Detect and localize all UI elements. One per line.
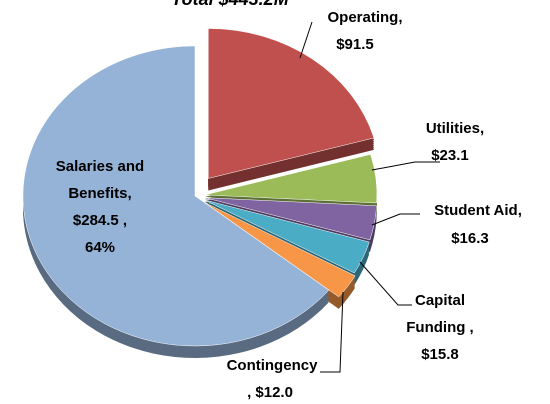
slice xyxy=(22,45,330,347)
slice xyxy=(204,154,378,204)
value-label: , $12.0 xyxy=(247,384,293,401)
slice xyxy=(204,199,370,274)
slice xyxy=(208,28,375,179)
chart-title: Total $443.2M xyxy=(171,0,288,10)
leader-line xyxy=(371,161,440,171)
slice-label: Utilities, xyxy=(425,120,485,137)
slice-label: Student Aid, xyxy=(434,202,522,219)
slice-label: Capital Funding , xyxy=(406,292,474,336)
slices xyxy=(22,28,378,359)
leader-line xyxy=(359,261,412,306)
value-label: $16.3 xyxy=(451,230,489,247)
value-label: $91.5 xyxy=(336,36,374,53)
leader-line xyxy=(320,291,344,373)
value-label: $15.8 xyxy=(421,346,459,363)
slice-label: Contingency xyxy=(226,357,318,374)
leader-line xyxy=(299,21,313,59)
slice xyxy=(204,197,377,241)
slice-label: Salaries and Benefits, xyxy=(55,158,145,202)
slice-label: Operating, xyxy=(327,9,403,26)
leader-line xyxy=(371,213,420,226)
value-label: $23.1 xyxy=(431,147,469,164)
value-label: $284.5 , 64% xyxy=(72,212,128,256)
leaders xyxy=(299,21,440,373)
slice xyxy=(204,202,356,298)
